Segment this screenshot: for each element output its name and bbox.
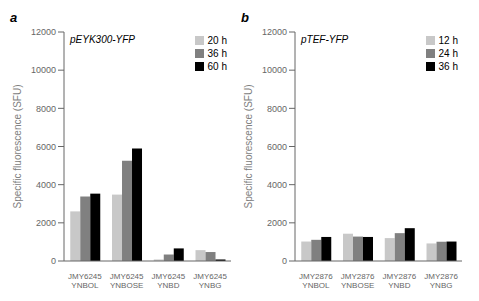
svg-text:JMY2876YNBD: JMY2876YNBD bbox=[382, 272, 416, 290]
html-text:20 h: 20 h bbox=[207, 35, 227, 46]
html-text:pTEF-YFP: pTEF-YFP bbox=[301, 34, 349, 45]
svg-text:0: 0 bbox=[282, 256, 287, 266]
svg-text:Specific fluorescence (SFU): Specific fluorescence (SFU) bbox=[12, 85, 23, 209]
svg-text:6000: 6000 bbox=[267, 142, 287, 152]
svg-text:JMY6245YNBD: JMY6245YNBD bbox=[151, 272, 185, 290]
html-text:a: a bbox=[10, 10, 18, 25]
html-text:12 h: 12 h bbox=[438, 35, 458, 46]
svg-text:4000: 4000 bbox=[267, 180, 287, 190]
svg-text:6000: 6000 bbox=[36, 142, 56, 152]
svg-text:12000: 12000 bbox=[262, 27, 287, 37]
svg-text:2000: 2000 bbox=[36, 218, 56, 228]
svg-text:2000: 2000 bbox=[267, 218, 287, 228]
svg-text:10000: 10000 bbox=[262, 65, 287, 75]
html-text:36 h: 36 h bbox=[438, 61, 458, 72]
svg-text:8000: 8000 bbox=[267, 104, 287, 114]
html-text:b: b bbox=[241, 10, 249, 25]
svg-text:4000: 4000 bbox=[36, 180, 56, 190]
html-text:36 h: 36 h bbox=[207, 48, 227, 59]
html-text:pEYK300-YFP: pEYK300-YFP bbox=[70, 34, 135, 45]
svg-text:JMY6245YNBOL: JMY6245YNBOL bbox=[68, 272, 102, 290]
svg-text:0: 0 bbox=[51, 256, 56, 266]
html-text:60 h: 60 h bbox=[207, 61, 227, 72]
svg-text:12000: 12000 bbox=[31, 27, 56, 37]
svg-text:Specific fluorescence (SFU): Specific fluorescence (SFU) bbox=[243, 85, 254, 209]
svg-text:JMY6245YNBOSE: JMY6245YNBOSE bbox=[110, 272, 144, 290]
svg-text:8000: 8000 bbox=[36, 104, 56, 114]
svg-text:10000: 10000 bbox=[31, 65, 56, 75]
svg-text:JMY2876YNBG: JMY2876YNBG bbox=[424, 272, 458, 290]
svg-text:JMY2876YNBOSE: JMY2876YNBOSE bbox=[341, 272, 375, 290]
svg-text:JMY2876YNBOL: JMY2876YNBOL bbox=[299, 272, 333, 290]
svg-text:JMY6245YNBG: JMY6245YNBG bbox=[193, 272, 227, 290]
html-text:24 h: 24 h bbox=[438, 48, 458, 59]
